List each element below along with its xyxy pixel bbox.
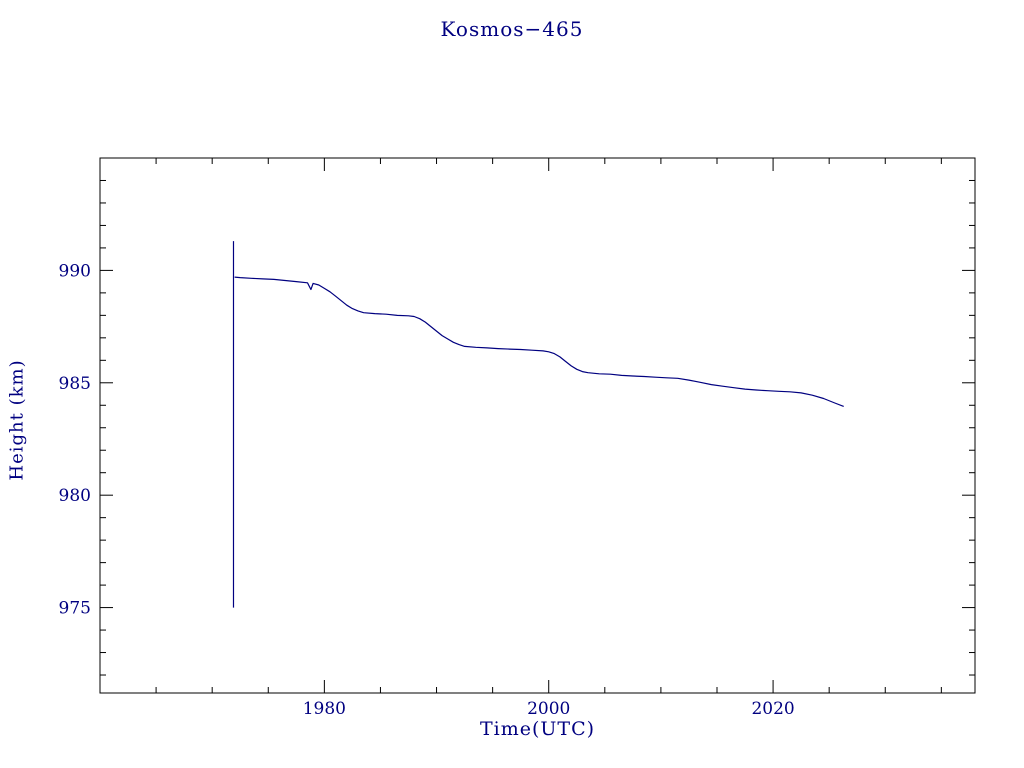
x-tick-label: 2000 [527, 699, 570, 719]
height-series-line [234, 276, 844, 407]
y-axis-label: Height (km) [6, 359, 28, 481]
x-tick-label: 2020 [751, 699, 794, 719]
y-tick-label: 985 [59, 374, 91, 394]
x-axis-label: Time(UTC) [479, 718, 596, 740]
y-tick-label: 975 [59, 599, 91, 619]
chart-title: Kosmos−465 [440, 17, 584, 41]
y-tick-label: 980 [59, 486, 91, 506]
x-tick-label: 1980 [303, 699, 346, 719]
plot-frame [99, 157, 976, 694]
y-tick-label: 990 [59, 261, 91, 281]
